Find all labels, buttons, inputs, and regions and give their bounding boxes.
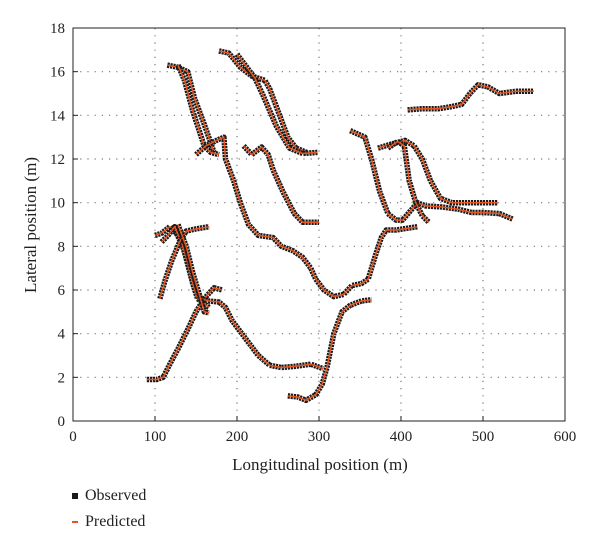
x-tick-label: 100 xyxy=(144,429,167,445)
y-tick-label: 14 xyxy=(50,108,66,124)
y-tick-label: 18 xyxy=(50,21,65,37)
predicted-trajectory-line xyxy=(407,84,534,111)
observed-trajectory-line xyxy=(287,297,372,404)
legend-label-observed: Observed xyxy=(85,487,146,504)
predicted-trajectory-line xyxy=(159,225,210,299)
x-tick-label: 200 xyxy=(226,429,249,445)
predicted-trajectory-line xyxy=(377,139,498,204)
x-tick-label: 300 xyxy=(308,429,331,445)
trajectory xyxy=(349,128,514,223)
trajectory xyxy=(386,138,431,225)
trajectory xyxy=(218,48,308,155)
predicted-trajectory-line xyxy=(218,50,307,154)
x-tick-label: 500 xyxy=(472,429,495,445)
legend-swatch-observed xyxy=(72,493,78,499)
legend-item-observed: Observed xyxy=(72,487,146,504)
y-tick-label: 8 xyxy=(58,239,66,255)
predicted-trajectory-line xyxy=(161,225,210,309)
trajectories xyxy=(146,48,534,404)
x-axis-ticks: 0 100 200 300 400 500 600 xyxy=(69,416,576,445)
y-axis-ticks: 0 2 4 6 8 10 12 14 16 18 xyxy=(50,21,78,430)
predicted-trajectory-line xyxy=(177,224,210,314)
y-tick-label: 4 xyxy=(58,327,66,343)
x-tick-label: 600 xyxy=(554,429,577,445)
observed-trajectory-line xyxy=(241,144,319,226)
trajectory xyxy=(287,297,372,404)
predicted-trajectory-line xyxy=(387,140,430,223)
trajectory xyxy=(407,82,534,113)
predicted-trajectory-line xyxy=(287,299,372,402)
trajectory xyxy=(194,134,418,300)
predicted-trajectory-line xyxy=(195,136,418,298)
y-tick-label: 16 xyxy=(50,65,66,81)
trajectory xyxy=(175,223,210,316)
predicted-trajectory-line xyxy=(154,225,324,370)
y-axis-title: Lateral position (m) xyxy=(21,157,40,293)
trajectory xyxy=(234,52,318,157)
observed-trajectory-line xyxy=(407,82,534,113)
predicted-trajectory-line xyxy=(146,287,223,381)
observed-trajectory-line xyxy=(194,134,418,300)
x-axis-title: Longitudinal position (m) xyxy=(232,455,408,474)
y-tick-label: 0 xyxy=(58,414,66,430)
trajectory xyxy=(377,137,498,206)
trajectory xyxy=(159,223,211,310)
predicted-trajectory-line xyxy=(349,129,513,221)
y-tick-label: 2 xyxy=(58,370,66,386)
trajectory xyxy=(175,64,220,158)
y-tick-label: 12 xyxy=(50,152,65,168)
grid xyxy=(73,28,565,421)
legend-item-predicted: Predicted xyxy=(72,513,145,530)
predicted-trajectory-line xyxy=(177,64,220,156)
trajectory xyxy=(241,144,319,226)
trajectory xyxy=(157,223,210,300)
y-tick-label: 6 xyxy=(58,283,66,299)
x-tick-label: 400 xyxy=(390,429,413,445)
trajectory xyxy=(146,285,223,383)
predicted-trajectory-line xyxy=(236,53,318,155)
y-tick-label: 10 xyxy=(50,196,65,212)
legend: Observed Predicted xyxy=(72,487,146,530)
x-tick-label: 0 xyxy=(69,429,77,445)
legend-label-predicted: Predicted xyxy=(85,513,145,530)
predicted-trajectory-line xyxy=(243,145,319,224)
trajectory xyxy=(154,223,325,372)
